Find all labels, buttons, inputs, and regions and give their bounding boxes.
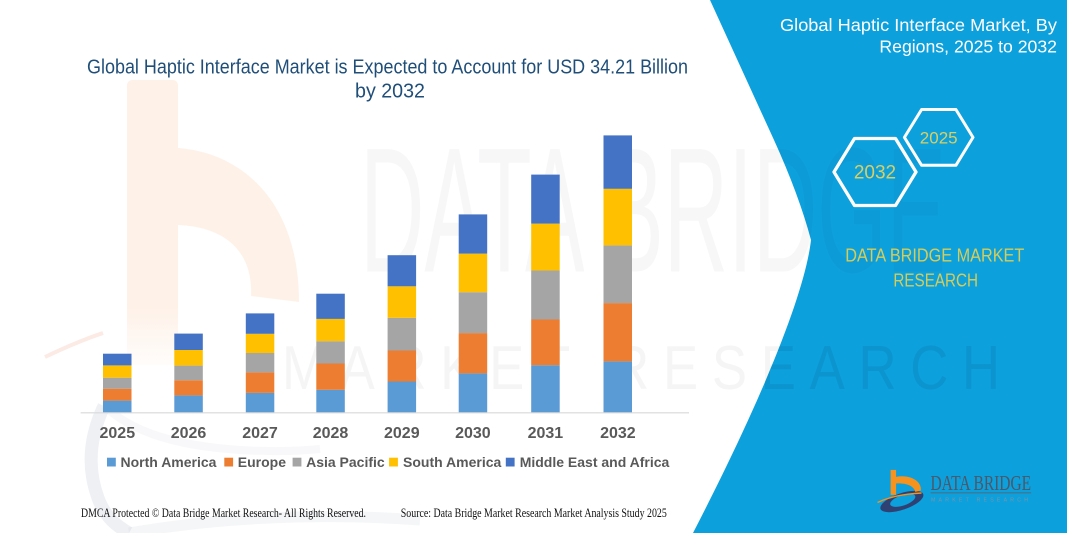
- svg-text:Regions, 2025 to 2032: Regions, 2025 to 2032: [879, 37, 1057, 57]
- svg-text:DMCA Protected © Data Bridge M: DMCA Protected © Data Bridge Market Rese…: [81, 506, 366, 520]
- svg-text:2025: 2025: [100, 425, 136, 442]
- svg-text:2030: 2030: [455, 425, 491, 442]
- svg-text:2026: 2026: [171, 425, 207, 442]
- svg-text:Global Haptic Interface Market: Global Haptic Interface Market is Expect…: [87, 56, 688, 79]
- svg-text:Source: Data Bridge Market Res: Source: Data Bridge Market Research Mark…: [401, 506, 667, 520]
- svg-text:RESEARCH: RESEARCH: [893, 270, 978, 290]
- svg-text:2032: 2032: [600, 425, 636, 442]
- svg-text:2027: 2027: [242, 425, 278, 442]
- svg-text:North America: North America: [121, 454, 217, 470]
- svg-text:MARKET RESEARCH: MARKET RESEARCH: [931, 497, 1028, 503]
- svg-text:2025: 2025: [920, 129, 958, 148]
- svg-text:DATA BRIDGE: DATA BRIDGE: [360, 111, 946, 309]
- svg-text:by 2032: by 2032: [355, 80, 425, 103]
- svg-text:DATA BRIDGE MARKET: DATA BRIDGE MARKET: [845, 245, 1024, 265]
- svg-text:South America: South America: [403, 454, 501, 470]
- svg-text:2029: 2029: [384, 425, 420, 442]
- svg-text:2032: 2032: [854, 163, 896, 184]
- svg-text:DATA BRIDGE: DATA BRIDGE: [931, 471, 1032, 495]
- svg-text:2031: 2031: [528, 425, 564, 442]
- svg-text:Global Haptic Interface Market: Global Haptic Interface Market, By: [780, 15, 1057, 35]
- svg-text:Europe: Europe: [238, 454, 286, 470]
- svg-text:2028: 2028: [313, 425, 349, 442]
- svg-text:Middle East and Africa: Middle East and Africa: [520, 454, 670, 470]
- svg-text:Asia Pacific: Asia Pacific: [306, 454, 385, 470]
